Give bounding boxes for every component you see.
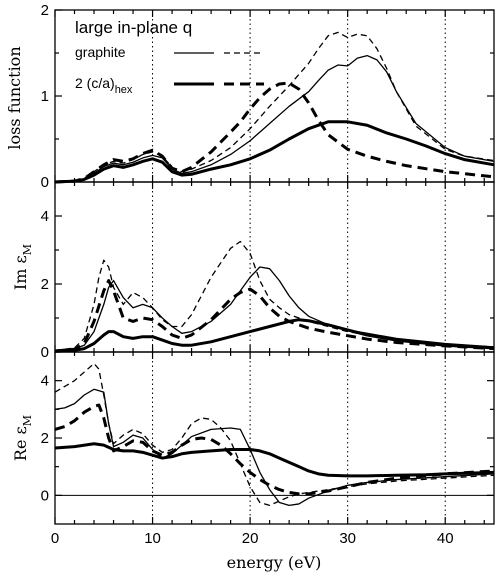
y-tick-label-1: 1 (41, 88, 49, 105)
legend: large in-plane q graphite 2 (c/a)hex (75, 18, 264, 96)
panel-im-epsilon: 0 2 4 Im εM (11, 181, 495, 361)
vertical-grid (152, 10, 446, 182)
series-group (54, 240, 495, 353)
y-tick-label-0: 0 (41, 344, 49, 361)
ticks: 0 2 4 (41, 182, 494, 361)
y-axis-title-re: Re εM (11, 415, 34, 461)
legend-label-hex: 2 (c/a)hex (75, 75, 133, 96)
vertical-grid (152, 182, 446, 352)
y-axis-title-im: Im εM (11, 244, 34, 290)
y-tick-label-2: 2 (41, 430, 49, 447)
vertical-grid (152, 352, 446, 524)
x-axis-title: energy (eV) (227, 553, 322, 572)
series-loss-thick-solid (54, 120, 495, 184)
legend-label-hex-main: 2 (c/a) (75, 75, 115, 91)
series-loss-thin-dashed (54, 31, 495, 183)
legend-title: large in-plane q (75, 18, 192, 37)
series-im-thick-solid (54, 318, 495, 353)
y-axis-title-im-sub: M (21, 244, 34, 255)
y-tick-label-2: 2 (41, 2, 49, 19)
series-re-thin-dashed (54, 362, 495, 507)
x-tick-label-30: 30 (339, 530, 356, 547)
y-axis-title-re-sub: M (21, 415, 34, 426)
ticks: 0 1 2 (41, 2, 494, 191)
y-tick-label-0: 0 (41, 487, 49, 504)
x-tick-label-10: 10 (144, 530, 161, 547)
y-tick-label-2: 2 (41, 276, 49, 293)
y-axis-title-loss: loss function (5, 46, 24, 149)
series-loss-thin-solid (54, 54, 495, 183)
series-im-thick-dashed (54, 279, 495, 353)
y-tick-label-4: 4 (41, 208, 49, 225)
x-tick-label-40: 40 (437, 530, 454, 547)
series-group (54, 362, 495, 507)
series-group (54, 31, 495, 184)
x-tick-label-20: 20 (242, 530, 259, 547)
y-tick-label-0: 0 (41, 174, 49, 191)
legend-label-hex-sub: hex (115, 84, 133, 96)
y-tick-label-4: 4 (41, 373, 49, 390)
series-re-thick-dashed (54, 403, 495, 496)
series-loss-thick-dashed (54, 81, 495, 184)
y-axis-title-re-main: Re ε (11, 426, 30, 461)
panel-loss-function: 0 1 2 loss function large in-plane q graph… (5, 2, 495, 191)
legend-label-graphite: graphite (75, 44, 126, 60)
series-re-thick-solid (54, 442, 495, 478)
x-tick-label-0: 0 (51, 530, 59, 547)
y-axis-title-im-main: Im ε (11, 255, 30, 290)
